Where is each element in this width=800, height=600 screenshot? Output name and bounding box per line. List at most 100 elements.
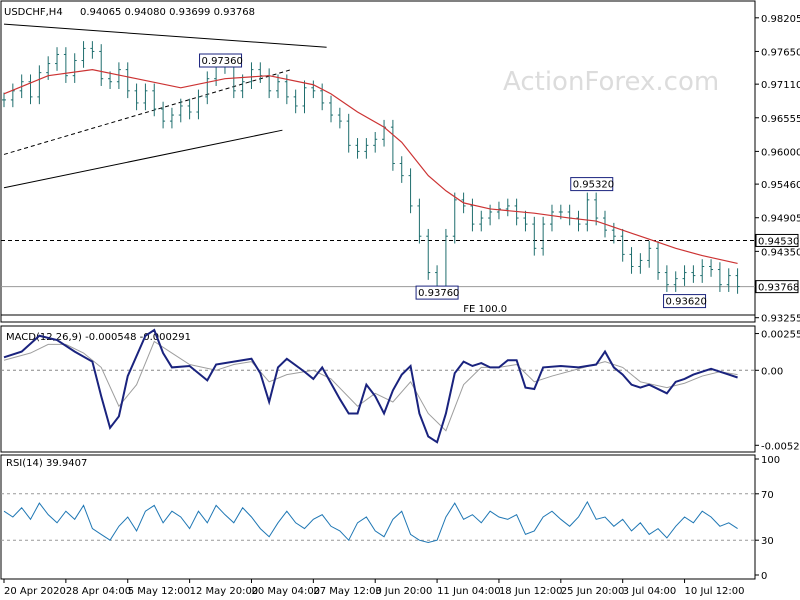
ohlc-bar (125, 62, 130, 99)
macd-series-layer (1, 328, 755, 444)
ohlc-bar (373, 132, 378, 153)
ohlc-bar (408, 168, 413, 214)
y-tick-label: 100 (761, 455, 780, 466)
price-panel: USDCHF,H4 0.94065 0.94080 0.93699 0.9376… (0, 0, 800, 325)
rsi-title: RSI(14) 39.9407 (6, 458, 87, 469)
ohlc-bar (205, 71, 210, 105)
macd-line (3, 328, 738, 444)
trendline (3, 23, 327, 48)
y-tick-label: 0.94350 (761, 247, 800, 258)
rsi-series-layer (1, 493, 755, 544)
x-tick-label: 27 May 12:00 (313, 586, 382, 597)
ohlc-bar (2, 92, 6, 108)
y-tick-label: 0.94905 (761, 214, 800, 225)
ohlc-bar (629, 247, 634, 274)
ohlc-bar (700, 259, 705, 283)
price-level-tag-text: 0.94530 (758, 236, 799, 247)
y-tick-label: 0.97110 (761, 80, 800, 91)
y-tick-label: 0.95460 (761, 180, 800, 191)
x-tick-label: 5 May 12:00 (128, 586, 190, 597)
ohlc-bar (10, 83, 15, 108)
price-series-layer: 0.97360 0.93760 0.95320 0.93620 FE 100.0 (1, 23, 755, 316)
ohlc-bar (187, 98, 192, 120)
price-callout: 0.97360 (199, 53, 243, 68)
ohlc-bar (329, 95, 334, 123)
ohlc-bar (735, 268, 740, 294)
time-x-axis: 20 Apr 2020 28 Apr 04:005 May 12:00 12 May… (3, 579, 745, 597)
y-tick-label: 0.97650 (761, 47, 800, 58)
x-tick-label: 10 Jul 12:00 (685, 586, 745, 597)
x-tick-label: 11 Jun 04:00 (437, 586, 501, 597)
ohlc-bar (656, 241, 661, 280)
ohlc-bar (196, 89, 201, 120)
ohlc-bar (664, 265, 669, 292)
price-panel-border (0, 0, 756, 323)
rsi-panel: RSI(14) 39.9407 100 70 30 0 (0, 454, 780, 582)
ohlc-bar (638, 253, 643, 274)
ohlc-bar (709, 259, 714, 277)
rsi-panel-border (0, 454, 756, 580)
x-tick-label: 25 Jun 20:00 (561, 586, 625, 597)
price-callout: 0.95320 (570, 177, 614, 192)
ohlc-bar (275, 74, 280, 99)
ohlc-bar (240, 74, 245, 99)
ohlc-bar (691, 265, 696, 283)
ohlc-bar (717, 262, 722, 292)
price-level-tag: 0.94530 (755, 233, 799, 247)
ohlc-bar (479, 210, 484, 232)
price-callout: 0.93620 (663, 294, 707, 309)
price-callout: 0.93760 (415, 285, 459, 300)
y-tick-label: 0.93255 (761, 314, 800, 325)
ohlc-bar (90, 41, 95, 59)
ohlc-bar (37, 65, 42, 105)
ohlc-bar (99, 44, 104, 86)
ohlc-bar (726, 268, 731, 292)
ohlc-bar (72, 53, 77, 83)
ohlc-bar (541, 216, 546, 256)
ohlc-bar (134, 83, 139, 111)
trendline (3, 129, 283, 189)
x-tick-label: 3 Jun 20:00 (375, 586, 432, 597)
ohlc-readout: 0.94065 0.94080 0.93699 0.93768 (80, 7, 255, 18)
ohlc-bar (532, 216, 537, 256)
x-tick-label: 12 May 20:00 (190, 586, 259, 597)
ohlc-bar (169, 107, 174, 129)
x-tick-label: 28 Apr 04:00 (66, 586, 131, 597)
rsi-y-axis: 100 70 30 0 (755, 455, 780, 582)
x-tick-label: 18 Jun 12:00 (499, 586, 563, 597)
y-tick-label: 0.98205 (761, 14, 800, 25)
ohlc-bar (143, 83, 148, 111)
ohlc-bar (355, 138, 360, 159)
y-tick-label: 0.96000 (761, 147, 800, 158)
ohlc-bar (426, 228, 431, 280)
macd-panel: MACD(12,26,9) -0.000548 -0.000291 0.0025… (0, 325, 800, 453)
ohlc-bar (549, 204, 554, 232)
ohlc-bar (682, 265, 687, 286)
ohlc-bar (523, 210, 528, 232)
ohlc-bar (399, 156, 404, 183)
ohlc-bar (452, 192, 457, 244)
ohlc-bar (364, 138, 369, 159)
ohlc-bar (585, 192, 590, 232)
x-tick-label: 3 Jul 04:00 (623, 586, 677, 597)
ohlc-bar (390, 119, 395, 171)
ohlc-bar (63, 47, 68, 83)
ohlc-bar (594, 192, 599, 226)
callout-text: 0.93760 (418, 288, 459, 299)
ohlc-bar (293, 89, 298, 114)
macd-signal-line (3, 340, 738, 432)
ohlc-bar (417, 198, 422, 244)
ohlc-bar (249, 62, 254, 89)
trendline (3, 69, 292, 155)
ohlc-bar (496, 201, 501, 220)
macd-y-axis: 0.002553 0.00 -0.005212 (755, 330, 800, 452)
price-y-axis: 0.98205 0.97650 0.97110 0.96555 0.96000 0.954… (755, 14, 800, 325)
y-tick-label: 70 (761, 490, 774, 501)
ohlc-bar (178, 98, 183, 123)
price-level-tag-text: 0.93768 (758, 283, 799, 294)
y-tick-label: 0 (761, 571, 767, 582)
y-tick-label: 0.00 (761, 366, 783, 377)
ohlc-bar (28, 74, 33, 105)
ohlc-bar (611, 222, 616, 244)
rsi-line (3, 500, 738, 544)
